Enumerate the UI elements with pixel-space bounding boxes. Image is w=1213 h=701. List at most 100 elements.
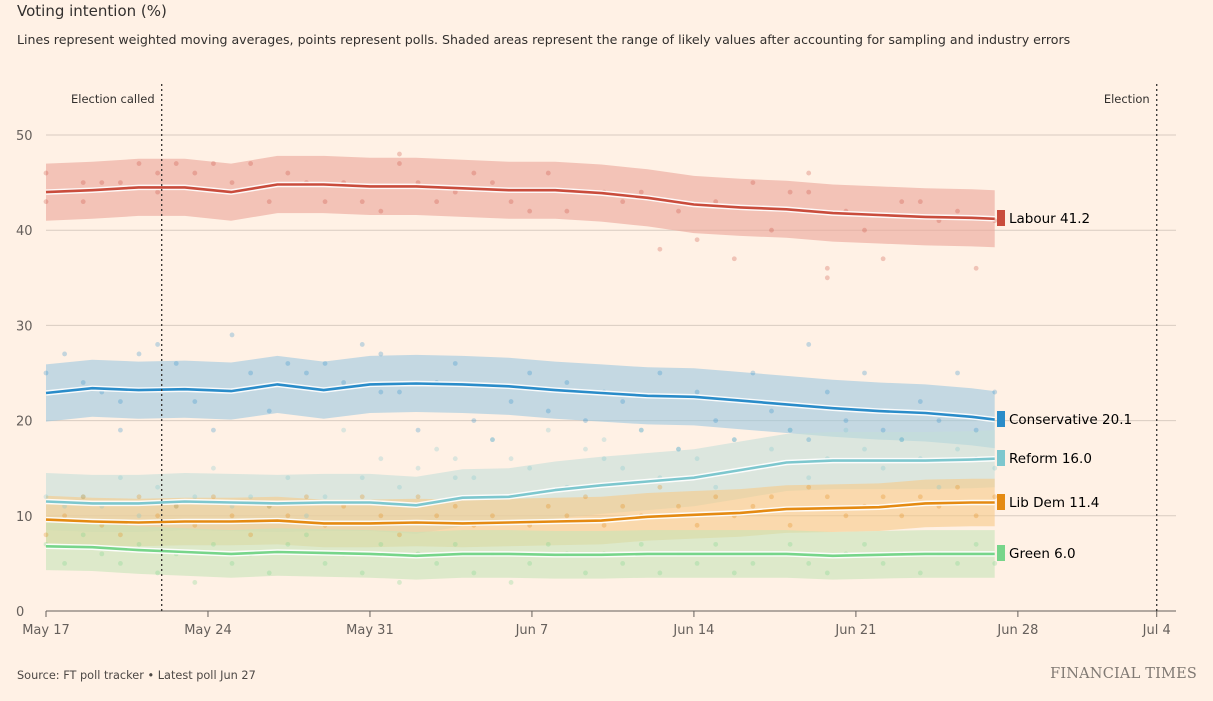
poll-point — [285, 475, 291, 481]
poll-point — [545, 541, 551, 547]
poll-point — [973, 541, 979, 547]
poll-point — [80, 494, 86, 500]
poll-point — [601, 437, 607, 443]
poll-point — [713, 494, 719, 500]
poll-point — [118, 399, 123, 404]
line-green — [45, 545, 995, 558]
poll-point — [694, 389, 700, 395]
poll-point — [434, 446, 440, 452]
x-tick-label: Jun 28 — [996, 623, 1038, 638]
poll-point — [787, 541, 793, 547]
poll-point — [434, 199, 440, 205]
poll-point — [899, 513, 905, 519]
poll-point — [713, 199, 719, 205]
poll-point — [62, 513, 68, 519]
poll-point — [192, 580, 198, 585]
poll-point — [750, 180, 756, 186]
poll-point — [564, 208, 570, 214]
poll-point — [824, 570, 830, 576]
poll-point — [434, 561, 440, 566]
poll-point — [620, 465, 626, 471]
poll-point — [192, 494, 198, 500]
poll-point — [657, 370, 663, 376]
poll-point — [43, 494, 49, 500]
poll-point — [62, 561, 68, 566]
poll-point — [955, 370, 960, 376]
poll-point — [527, 561, 533, 566]
poll-point — [638, 427, 644, 433]
poll-point — [173, 503, 179, 509]
poll-point — [266, 408, 272, 414]
poll-point — [527, 208, 533, 214]
poll-point — [490, 437, 495, 443]
poll-point — [80, 180, 86, 186]
poll-point — [564, 380, 570, 385]
poll-point — [359, 570, 365, 576]
poll-point — [99, 551, 105, 557]
poll-point — [917, 494, 923, 500]
poll-point — [43, 199, 49, 205]
poll-point — [322, 561, 328, 566]
poll-point — [378, 208, 384, 214]
poll-point — [508, 399, 514, 404]
poll-point — [694, 522, 700, 528]
poll-point — [750, 370, 756, 376]
poll-point — [471, 170, 477, 176]
poll-point — [285, 541, 291, 547]
poll-point — [508, 580, 514, 585]
poll-point — [787, 189, 793, 195]
poll-point — [378, 456, 384, 462]
poll-point — [973, 427, 979, 433]
poll-point — [992, 561, 998, 566]
poll-point — [397, 389, 402, 395]
poll-point — [378, 389, 384, 395]
poll-point — [359, 494, 365, 500]
legend-swatch-conservative — [997, 411, 1005, 427]
poll-point — [415, 465, 421, 471]
poll-point — [173, 361, 179, 366]
poll-point — [322, 361, 328, 366]
poll-point — [638, 189, 644, 195]
poll-point — [694, 237, 700, 243]
poll-point — [266, 199, 272, 205]
poll-point — [304, 494, 309, 500]
line-lib-dem — [45, 501, 995, 525]
poll-point — [620, 561, 626, 566]
poll-point — [211, 494, 216, 500]
end-label-labour: Labour 41.2 — [1009, 211, 1090, 227]
poll-point — [899, 437, 905, 443]
poll-point — [471, 570, 477, 576]
band-conservative — [46, 354, 995, 449]
poll-point — [173, 503, 179, 509]
poll-point — [155, 342, 161, 347]
poll-point — [992, 494, 998, 500]
ft-logo: FINANCIAL TIMES — [1050, 666, 1197, 682]
poll-point — [490, 180, 495, 186]
poll-point — [973, 265, 979, 271]
poll-point — [731, 437, 737, 443]
poll-point — [490, 513, 495, 519]
poll-point — [136, 161, 142, 166]
legend-swatch-green — [997, 545, 1005, 561]
poll-point — [285, 513, 291, 519]
poll-point — [676, 208, 681, 214]
poll-point — [527, 465, 533, 471]
poll-point — [824, 389, 830, 395]
y-tick-label: 0 — [16, 605, 24, 620]
poll-point — [378, 513, 384, 519]
poll-point — [452, 503, 458, 509]
poll-point — [899, 437, 905, 443]
poll-point — [601, 456, 607, 462]
poll-point — [936, 418, 942, 423]
poll-point — [490, 437, 495, 443]
poll-point — [229, 561, 235, 566]
poll-point — [880, 465, 886, 471]
poll-point — [583, 418, 588, 423]
poll-point — [341, 380, 347, 385]
poll-point — [545, 503, 551, 509]
poll-point — [713, 484, 719, 490]
poll-point — [285, 170, 291, 176]
label-layer: Labour 41.2 Conservative 20.1 Reform 16.0 L… — [997, 210, 1132, 562]
poll-point — [80, 380, 86, 385]
poll-point — [415, 494, 421, 500]
